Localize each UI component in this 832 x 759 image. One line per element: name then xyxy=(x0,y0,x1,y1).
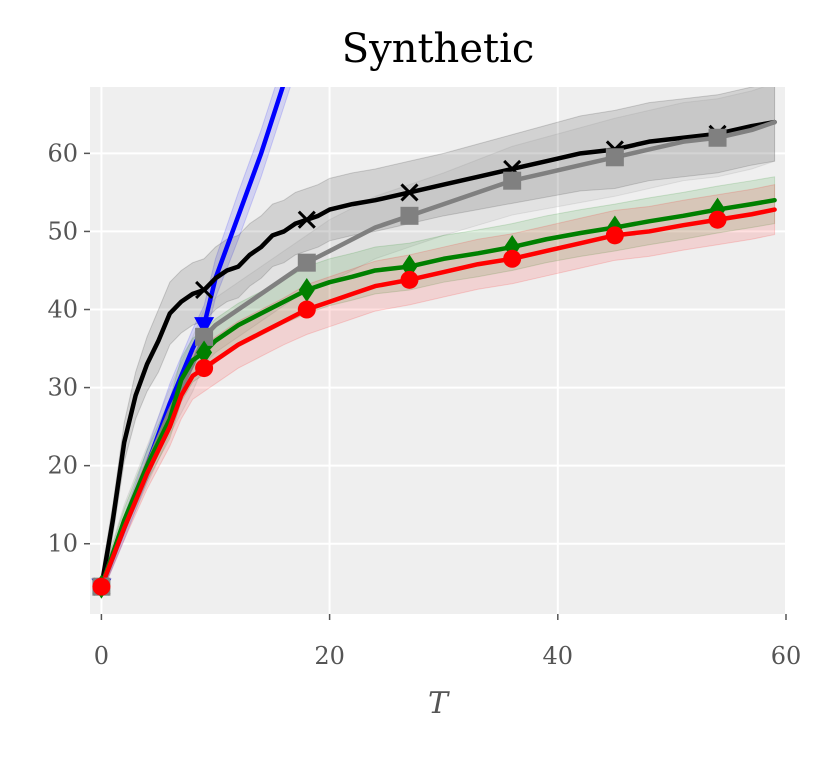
series-band xyxy=(100,183,776,595)
data-point xyxy=(605,226,624,245)
x-tick-label: 60 xyxy=(771,642,802,670)
data-point xyxy=(194,317,215,336)
y-tick-label: 30 xyxy=(47,374,78,402)
chart-title: Synthetic xyxy=(342,26,535,72)
series-line xyxy=(99,207,777,589)
data-point xyxy=(195,280,214,300)
data-point xyxy=(400,206,419,225)
y-tick-label: 40 xyxy=(47,296,78,324)
series-band xyxy=(100,87,776,599)
x-tick-label: 0 xyxy=(94,642,109,670)
data-point xyxy=(195,359,214,378)
data-point xyxy=(400,270,419,289)
data-point xyxy=(708,128,727,147)
x-tick-label: 20 xyxy=(314,642,345,670)
series-line xyxy=(99,119,777,589)
y-tick-label: 20 xyxy=(47,452,78,480)
data-point xyxy=(503,249,522,268)
data-point xyxy=(297,210,316,229)
data-point xyxy=(297,253,316,272)
series-line xyxy=(99,197,777,589)
data-point xyxy=(195,327,214,346)
data-point xyxy=(298,277,315,302)
series-markers xyxy=(91,124,727,599)
data-point xyxy=(196,340,213,365)
data-point xyxy=(400,183,419,202)
y-tick-label: 10 xyxy=(47,530,78,558)
y-tick-label: 60 xyxy=(47,139,78,167)
x-tick-label: 40 xyxy=(543,642,574,670)
data-point xyxy=(297,300,316,319)
tick-labels: 0 20 40 60 10 20 30 40 50 60 xyxy=(47,139,801,670)
data-point xyxy=(708,210,727,229)
y-tick-label: 50 xyxy=(47,217,78,245)
data-point xyxy=(92,577,111,596)
data-point xyxy=(605,148,624,167)
x-axis-label: T xyxy=(428,686,450,721)
data-point xyxy=(503,171,522,190)
